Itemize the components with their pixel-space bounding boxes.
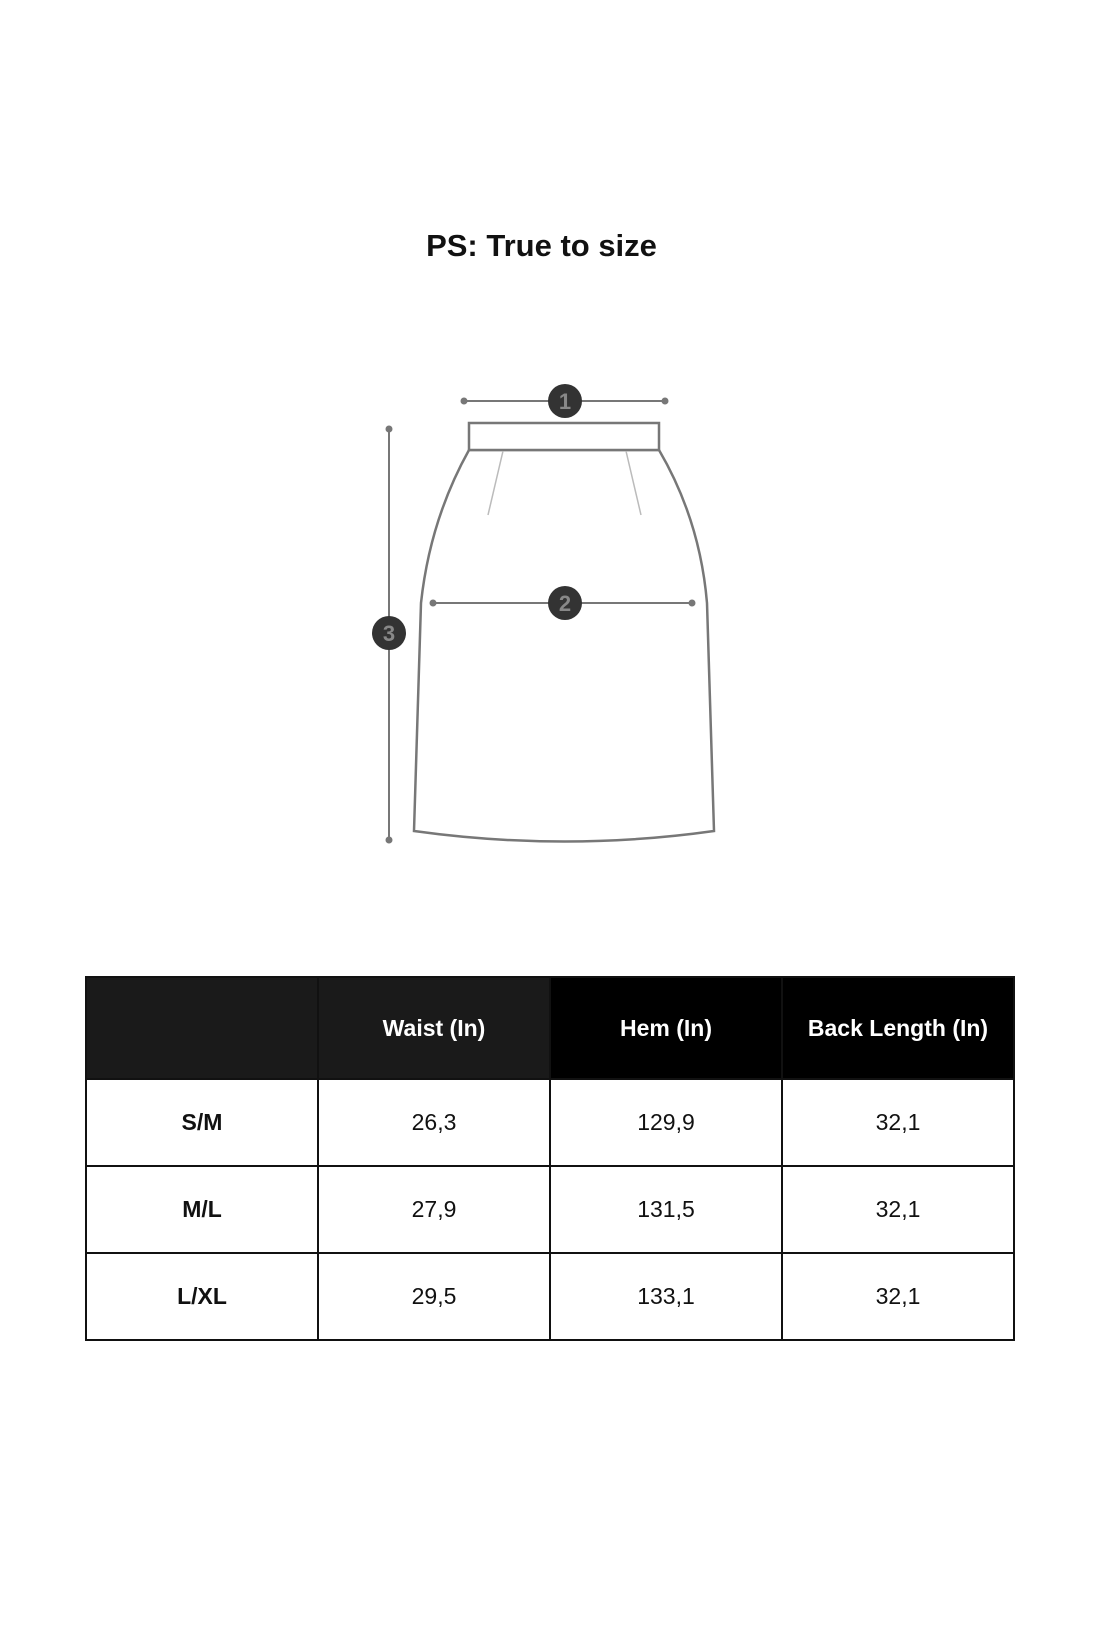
back-length-cell: 32,1 bbox=[781, 1078, 1015, 1167]
hem-cell: 131,5 bbox=[549, 1165, 783, 1254]
marker-1: 1 bbox=[548, 384, 582, 418]
header-size bbox=[85, 976, 319, 1080]
waist-cell: 26,3 bbox=[317, 1078, 551, 1167]
back-length-cell: 32,1 bbox=[781, 1165, 1015, 1254]
size-cell: S/M bbox=[85, 1078, 319, 1167]
size-cell: M/L bbox=[85, 1165, 319, 1254]
table-row: L/XL 29,5 133,1 32,1 bbox=[85, 1252, 1015, 1341]
size-chart-table: Waist (In) Hem (In) Back Length (In) S/M… bbox=[85, 976, 1015, 1341]
header-back-length: Back Length (In) bbox=[781, 976, 1015, 1080]
svg-text:3: 3 bbox=[383, 621, 395, 646]
waist-cell: 27,9 bbox=[317, 1165, 551, 1254]
header-hem: Hem (In) bbox=[549, 976, 783, 1080]
svg-text:1: 1 bbox=[559, 389, 571, 414]
hem-cell: 129,9 bbox=[549, 1078, 783, 1167]
page-title: PS: True to size bbox=[426, 228, 657, 263]
table-row: M/L 27,9 131,5 32,1 bbox=[85, 1165, 1015, 1254]
size-cell: L/XL bbox=[85, 1252, 319, 1341]
table-header-row: Waist (In) Hem (In) Back Length (In) bbox=[85, 976, 1015, 1080]
header-waist: Waist (In) bbox=[317, 976, 551, 1080]
skirt-outline bbox=[412, 421, 716, 843]
svg-text:2: 2 bbox=[559, 591, 571, 616]
hem-cell: 133,1 bbox=[549, 1252, 783, 1341]
waist-cell: 29,5 bbox=[317, 1252, 551, 1341]
skirt-measurement-diagram: 1 2 3 bbox=[372, 384, 716, 844]
marker-3: 3 bbox=[372, 616, 406, 650]
table-row: S/M 26,3 129,9 32,1 bbox=[85, 1078, 1015, 1167]
back-length-cell: 32,1 bbox=[781, 1252, 1015, 1341]
marker-2: 2 bbox=[548, 586, 582, 620]
